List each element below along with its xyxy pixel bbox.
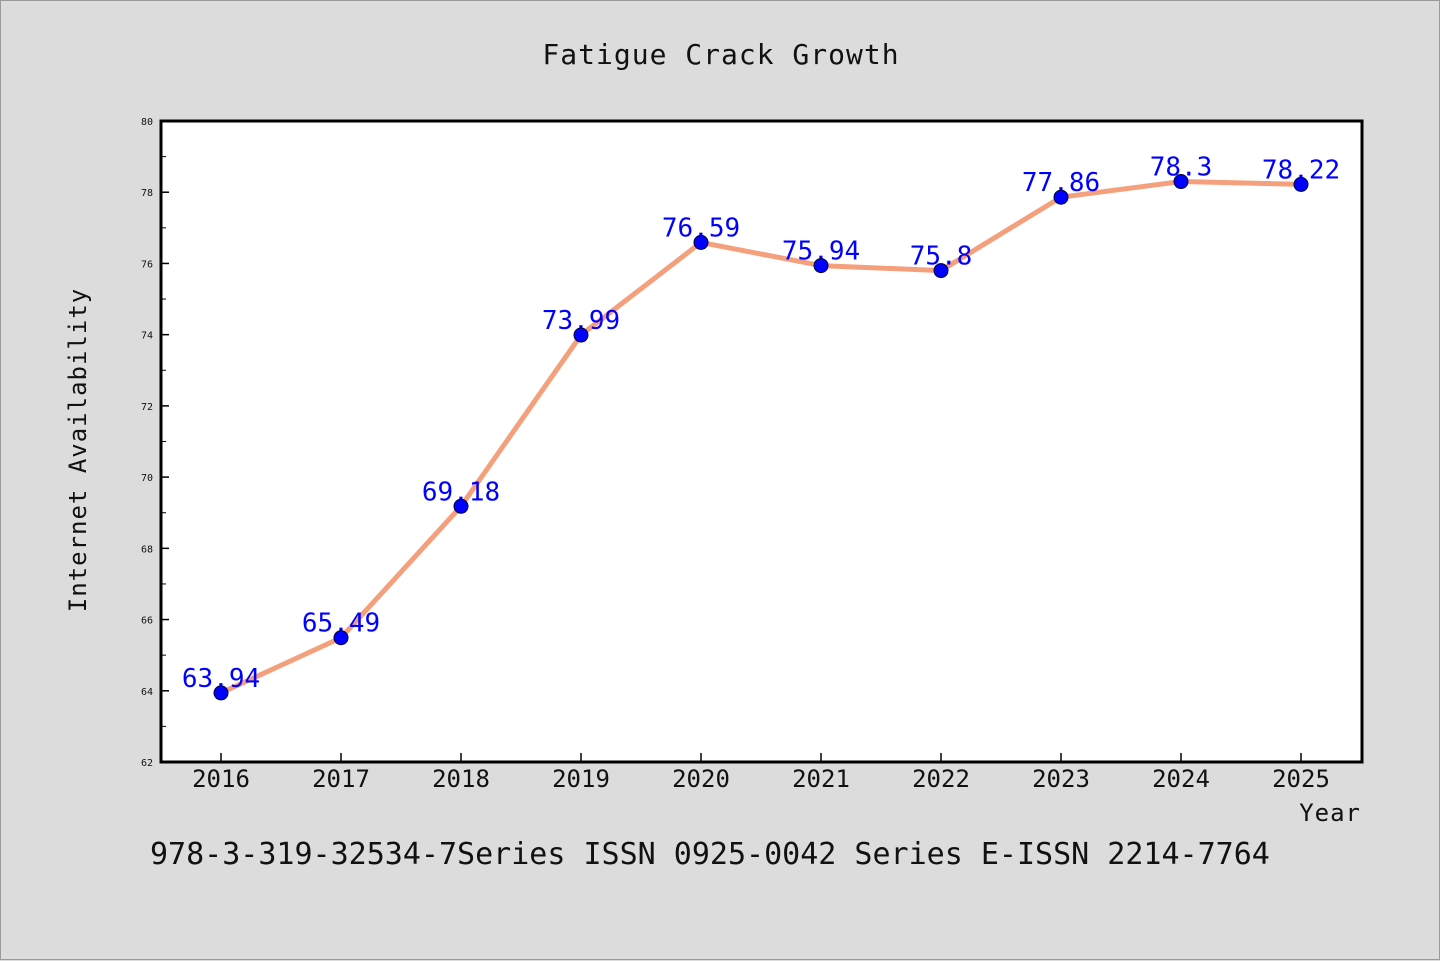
x-tick-label: 2016	[192, 765, 250, 793]
series-markers	[213, 174, 1309, 701]
y-tick-label: 62	[141, 758, 153, 769]
y-tick-label: 66	[141, 616, 153, 627]
data-point-marker	[213, 685, 229, 701]
footer-issn-text: 978-3-319-32534-7Series ISSN 0925-0042 S…	[150, 837, 1270, 872]
series-line	[218, 179, 1304, 696]
y-tick-label: 74	[141, 331, 153, 342]
data-point-marker	[1293, 176, 1309, 192]
x-tick-label: 2022	[912, 765, 970, 793]
data-point-marker	[453, 498, 469, 514]
x-tick-label: 2020	[672, 765, 730, 793]
y-tick-label: 72	[141, 402, 153, 413]
data-point-marker	[573, 327, 589, 343]
x-tick-label: 2018	[432, 765, 490, 793]
data-point-marker	[333, 630, 349, 646]
x-tick-label: 2017	[312, 765, 370, 793]
y-tick-label: 80	[141, 117, 153, 128]
data-point-marker	[693, 234, 709, 250]
x-tick-label: 2025	[1272, 765, 1330, 793]
y-axis-label: Internet Availability	[64, 288, 92, 612]
chart-title: Fatigue Crack Growth	[542, 38, 899, 71]
x-tick-label: 2023	[1032, 765, 1090, 793]
x-tick-label: 2019	[552, 765, 610, 793]
y-tick-label: 68	[141, 544, 153, 555]
x-axis-label: Year	[1299, 799, 1361, 827]
plot-area	[159, 119, 1364, 764]
data-point-marker	[1053, 189, 1069, 205]
x-tick-label: 2021	[792, 765, 850, 793]
y-tick-label: 78	[141, 188, 153, 199]
y-tick-label: 64	[141, 687, 153, 698]
data-point-marker	[813, 258, 829, 274]
data-point-marker	[1173, 174, 1189, 190]
x-axis: 2016 2017 2018 2019 2020 2021 2022 2023 2024 2025	[192, 753, 1330, 793]
y-tick-label: 70	[141, 473, 153, 484]
y-tick-label: 76	[141, 259, 153, 270]
data-point-marker	[933, 263, 949, 279]
x-tick-label: 2024	[1152, 765, 1210, 793]
y-axis: 62 64 66 68 70 72 74 76 78 80	[141, 117, 169, 769]
